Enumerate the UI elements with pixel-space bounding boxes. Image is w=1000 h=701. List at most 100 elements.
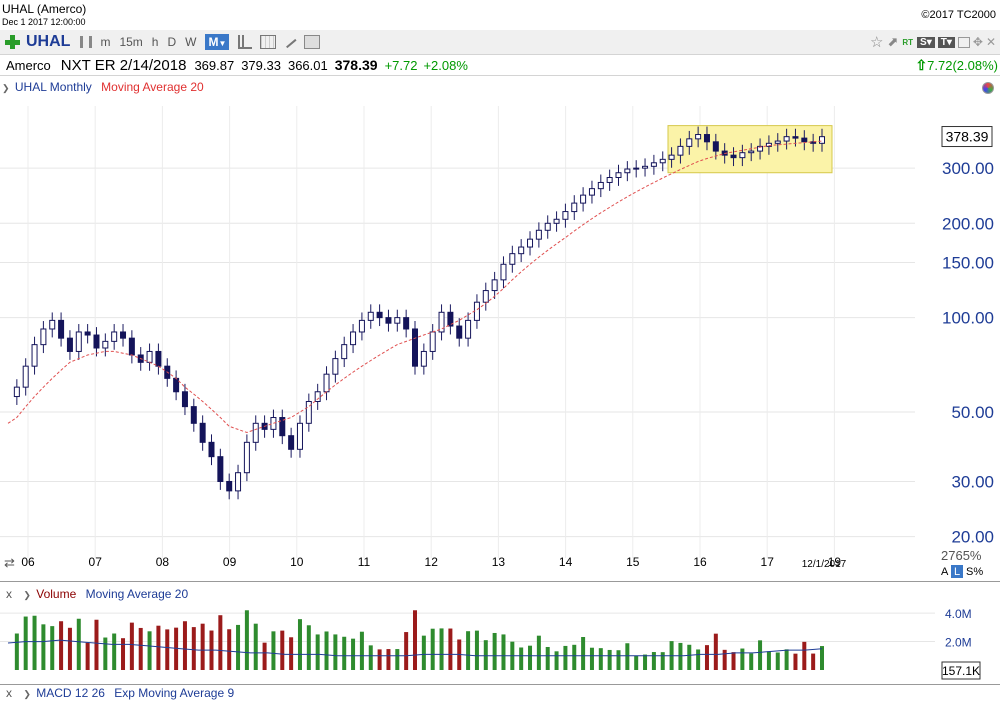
x-tick-label: 16	[693, 555, 707, 569]
volume-bar-up	[749, 653, 754, 670]
volume-bar-up	[359, 631, 364, 670]
candle-up	[243, 441, 250, 474]
candle-up	[305, 400, 312, 424]
eraser-icon[interactable]	[304, 35, 321, 49]
candle-down	[199, 422, 206, 443]
candle-up	[323, 373, 330, 393]
timeframe-month[interactable]: M▼	[205, 34, 230, 50]
candle-up	[650, 162, 657, 167]
realtime-toggle[interactable]: RT	[902, 37, 914, 47]
candle-up	[31, 344, 38, 367]
volume-bar-down	[386, 649, 391, 670]
pencil-icon[interactable]	[283, 35, 297, 49]
chart-style-icon[interactable]	[80, 36, 93, 48]
candle-up	[22, 365, 29, 388]
macd-close-button[interactable]: x	[6, 686, 12, 700]
volume-bar-up	[740, 648, 745, 670]
share-icon[interactable]: ⬈	[887, 34, 899, 49]
volume-y-tick: 2.0M	[945, 636, 972, 650]
candle-down	[155, 350, 162, 367]
legend-chevron-icon[interactable]: ❯	[23, 689, 31, 699]
candle-up	[358, 319, 365, 333]
add-symbol-icon[interactable]	[4, 34, 20, 50]
timeframe-hour[interactable]: h	[151, 35, 159, 49]
volume-bar-up	[696, 649, 701, 670]
candle-up	[420, 350, 427, 367]
candle-up	[535, 229, 542, 240]
price-pane[interactable]: ❯ UHAL Monthly Moving Average 20 20.00 30…	[0, 76, 1000, 580]
s-menu-label: S	[920, 36, 927, 48]
candle-up	[40, 328, 47, 346]
candle-up	[597, 181, 604, 190]
candle-up	[518, 246, 525, 255]
candle-up	[606, 177, 613, 183]
macd-pane[interactable]: x ❯ MACD 12 26 Exp Moving Average 9	[0, 684, 1000, 701]
palette-icon[interactable]	[982, 82, 994, 94]
timeframe-month-label: M	[208, 35, 219, 49]
volume-bar-up	[253, 623, 258, 670]
bar-chart-icon[interactable]	[238, 35, 253, 49]
last-price-tag: 378.39	[946, 129, 989, 145]
volume-bar-up	[687, 644, 692, 670]
legend-macd-name[interactable]: MACD 12 26	[36, 686, 105, 700]
volume-chart[interactable]: 4.0M 2.0M 157.1K	[0, 582, 1000, 686]
star-icon[interactable]: ☆	[870, 34, 884, 51]
chart-toolbar: UHAL m 15m h D W M▼ ☆ ⬈ RT S▾ T▾ ✥ ✕	[0, 30, 1000, 55]
symbol-field[interactable]: UHAL	[26, 33, 71, 50]
t-menu-button[interactable]: T▾	[937, 36, 955, 48]
window-icon[interactable]	[957, 36, 970, 48]
volume-bar-down	[174, 627, 179, 670]
candle-down	[181, 391, 188, 408]
s-menu-button[interactable]: S▾	[917, 36, 935, 48]
macd-legend: x ❯ MACD 12 26 Exp Moving Average 9	[6, 686, 234, 700]
candle-up	[341, 344, 348, 360]
y-tick-label: 200.00	[942, 214, 994, 233]
legend-chevron-icon[interactable]: ❯	[2, 83, 10, 93]
close-icon[interactable]: ✕	[985, 35, 996, 49]
candle-up	[102, 340, 109, 349]
candle-down	[712, 141, 719, 152]
volume-bar-down	[811, 653, 816, 670]
candle-down	[190, 406, 197, 424]
candle-down	[279, 417, 286, 437]
volume-bar-up	[483, 640, 488, 670]
volume-bar-up	[598, 648, 603, 670]
timeframe-day[interactable]: D	[167, 35, 177, 49]
volume-legend: x ❯ Volume Moving Average 20	[6, 587, 188, 601]
volume-bar-up	[333, 634, 338, 670]
low-price: 366.01	[287, 57, 328, 73]
candle-up	[146, 350, 153, 363]
volume-bar-up	[430, 628, 435, 670]
last-volume-tag: 157.1K	[942, 664, 980, 678]
timeframe-minute[interactable]: m	[100, 35, 111, 49]
legend-volume-name[interactable]: Volume	[36, 587, 77, 601]
volume-bar-down	[129, 622, 134, 670]
candle-up	[819, 136, 825, 144]
volume-bar-up	[324, 631, 329, 670]
volume-bar-down	[191, 627, 196, 670]
timeframe-week[interactable]: W	[185, 35, 197, 49]
candle-up	[438, 311, 445, 333]
volume-bar-down	[156, 625, 161, 670]
candle-up	[668, 154, 675, 160]
legend-volume-ma-name[interactable]: Moving Average 20	[85, 587, 189, 601]
volume-bar-up	[572, 644, 577, 670]
legend-ema-name[interactable]: Exp Moving Average 9	[114, 686, 235, 700]
grid-icon[interactable]	[260, 35, 277, 49]
volume-close-button[interactable]: x	[6, 587, 12, 601]
x-tick-label: 11	[358, 555, 371, 569]
legend-chevron-icon[interactable]: ❯	[23, 590, 31, 600]
price-change-pct: +2.08%	[423, 57, 468, 73]
timeframe-15min[interactable]: 15m	[119, 35, 143, 49]
volume-bar-up	[678, 642, 683, 670]
legend-series-name[interactable]: UHAL Monthly	[14, 80, 92, 94]
move-icon[interactable]: ✥	[972, 35, 983, 49]
price-chart[interactable]: 20.00 30.00 50.00 100.00 150.00 200.00 300.00 0…	[0, 76, 1000, 580]
candle-down	[412, 328, 418, 367]
legend-ma-name[interactable]: Moving Average 20	[101, 80, 204, 94]
candle-up	[580, 194, 587, 204]
candle-down	[792, 136, 799, 139]
volume-pane[interactable]: x ❯ Volume Moving Average 20 4.0M 2.0M 157…	[0, 581, 1000, 686]
candle-up	[314, 391, 321, 402]
candle-up	[527, 238, 534, 248]
